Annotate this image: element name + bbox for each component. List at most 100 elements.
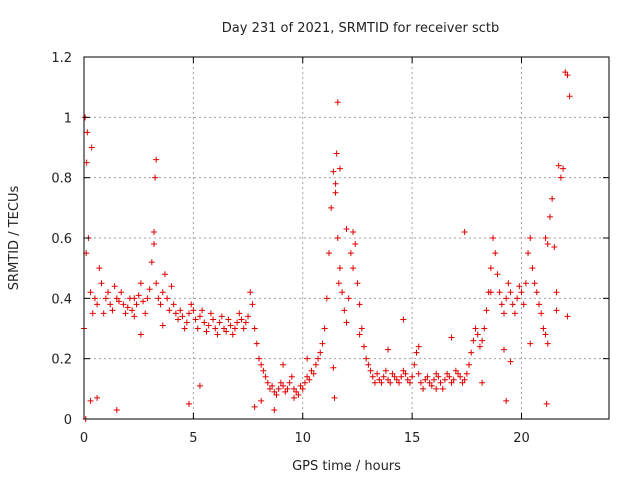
data-point (291, 394, 297, 401)
data-point (161, 271, 168, 278)
data-point (282, 388, 289, 395)
data-point (334, 235, 341, 241)
data-point (203, 328, 210, 335)
x-tick-label: 0 (80, 431, 88, 446)
data-point (483, 307, 490, 314)
data-point (509, 301, 516, 308)
data-point (511, 310, 518, 317)
data-point (542, 235, 549, 241)
data-point (83, 159, 90, 166)
data-point (487, 265, 494, 272)
data-point (98, 280, 105, 287)
data-point (356, 301, 363, 308)
data-point (461, 376, 468, 383)
data-point (146, 286, 153, 293)
y-axis-label: SRMTID / TECUs (7, 186, 22, 291)
data-point (102, 295, 109, 302)
data-point (529, 265, 536, 272)
data-point (365, 361, 372, 368)
data-point (275, 385, 282, 392)
data-point (297, 382, 304, 389)
data-point (503, 397, 510, 404)
data-point (153, 280, 160, 287)
data-point (562, 69, 569, 76)
data-point (527, 235, 534, 241)
data-point (288, 373, 295, 380)
data-point (207, 310, 214, 317)
data-point (389, 370, 396, 377)
data-point (120, 301, 127, 308)
data-point (249, 301, 256, 308)
data-point (190, 307, 197, 314)
data-point (505, 280, 512, 287)
data-point (413, 349, 420, 356)
y-tick-label: 0 (64, 413, 72, 428)
data-point (242, 319, 249, 326)
data-point (170, 301, 177, 308)
data-point (231, 325, 238, 332)
data-point (400, 367, 407, 374)
data-point (479, 379, 486, 386)
data-point (555, 162, 562, 169)
data-point (319, 340, 326, 347)
data-point (466, 361, 472, 368)
data-point (183, 319, 190, 326)
data-point (199, 307, 206, 314)
data-point (378, 379, 385, 386)
data-point (157, 301, 164, 308)
data-point (111, 283, 118, 290)
data-point (352, 241, 359, 248)
y-tick-label: 1 (64, 111, 72, 126)
data-point (439, 385, 446, 392)
data-point (326, 250, 332, 257)
data-point (396, 379, 402, 386)
x-axis-label: GPS time / hours (292, 459, 401, 474)
data-point (494, 271, 501, 278)
data-point (308, 367, 315, 374)
data-point (100, 310, 107, 317)
data-point (522, 280, 529, 287)
data-point (330, 168, 337, 175)
data-point (333, 150, 340, 157)
data-point (330, 364, 337, 371)
data-point (229, 331, 236, 338)
data-point (335, 280, 342, 287)
data-point (135, 292, 142, 299)
data-point (321, 325, 328, 332)
data-point (361, 343, 367, 350)
data-point (186, 400, 192, 407)
data-point (84, 129, 91, 136)
data-point (188, 301, 195, 308)
data-point (142, 310, 149, 317)
data-point (468, 349, 475, 356)
data-point (293, 388, 300, 395)
data-point (277, 379, 284, 386)
y-tick-label: 1.2 (51, 51, 72, 66)
data-point (520, 301, 527, 308)
data-point (179, 313, 186, 320)
data-point (151, 241, 157, 248)
y-tick-label: 0.8 (51, 172, 72, 187)
data-point (137, 280, 144, 287)
data-point (490, 235, 497, 241)
data-point (96, 265, 103, 272)
data-point (387, 379, 394, 386)
data-point (549, 195, 556, 202)
data-point (542, 331, 549, 338)
data-point (271, 388, 278, 395)
data-point (385, 376, 392, 383)
data-point (245, 313, 252, 320)
data-point (553, 307, 560, 314)
data-point (441, 376, 448, 383)
data-point (345, 295, 352, 302)
data-point (91, 295, 98, 302)
data-point (409, 373, 416, 380)
data-point (503, 295, 510, 302)
data-point (347, 250, 354, 257)
data-point (301, 379, 308, 386)
data-point (247, 289, 254, 296)
data-point (538, 310, 545, 317)
data-point (258, 397, 265, 404)
data-point (221, 325, 227, 332)
